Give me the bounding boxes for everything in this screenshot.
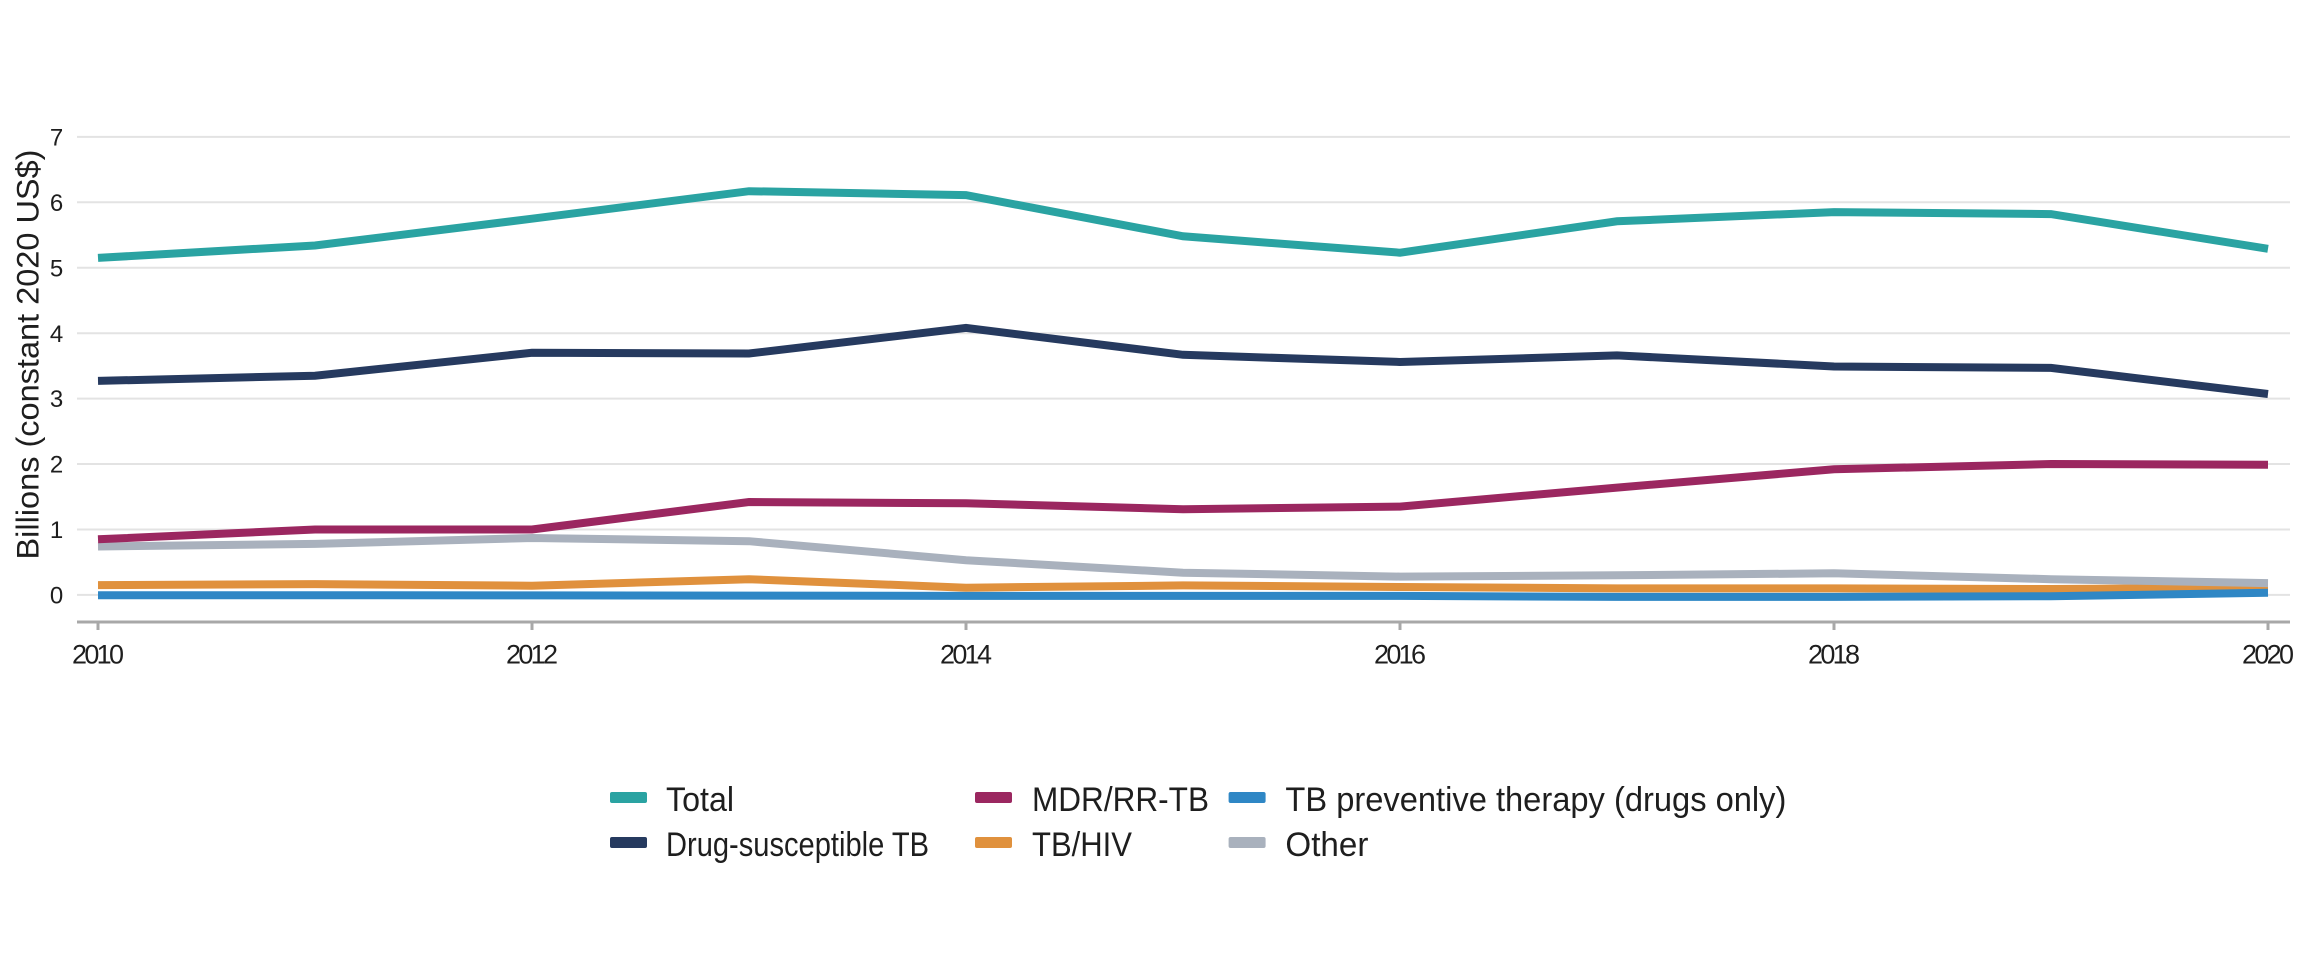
svg-text:2016: 2016 xyxy=(1374,640,1426,670)
svg-text:Drug-susceptible TB: Drug-susceptible TB xyxy=(666,826,929,864)
svg-text:3: 3 xyxy=(50,386,63,413)
svg-text:5: 5 xyxy=(50,255,63,282)
svg-text:Total: Total xyxy=(666,781,734,819)
svg-text:2020: 2020 xyxy=(2242,640,2294,670)
svg-text:0: 0 xyxy=(50,583,63,610)
svg-text:Other: Other xyxy=(1285,826,1368,864)
svg-text:7: 7 xyxy=(50,125,63,152)
svg-text:2010: 2010 xyxy=(72,640,124,670)
svg-text:TB preventive therapy (drugs o: TB preventive therapy (drugs only) xyxy=(1285,781,1786,819)
svg-text:Billions (constant 2020 US$): Billions (constant 2020 US$) xyxy=(10,150,46,560)
svg-text:2: 2 xyxy=(50,452,63,479)
svg-text:2018: 2018 xyxy=(1808,640,1860,670)
svg-text:MDR/RR-TB: MDR/RR-TB xyxy=(1032,781,1209,819)
svg-text:2014: 2014 xyxy=(940,640,992,670)
svg-text:1: 1 xyxy=(50,517,63,544)
svg-text:6: 6 xyxy=(50,190,63,217)
svg-text:4: 4 xyxy=(50,321,63,348)
svg-text:TB/HIV: TB/HIV xyxy=(1032,826,1132,864)
svg-text:2012: 2012 xyxy=(506,640,558,670)
